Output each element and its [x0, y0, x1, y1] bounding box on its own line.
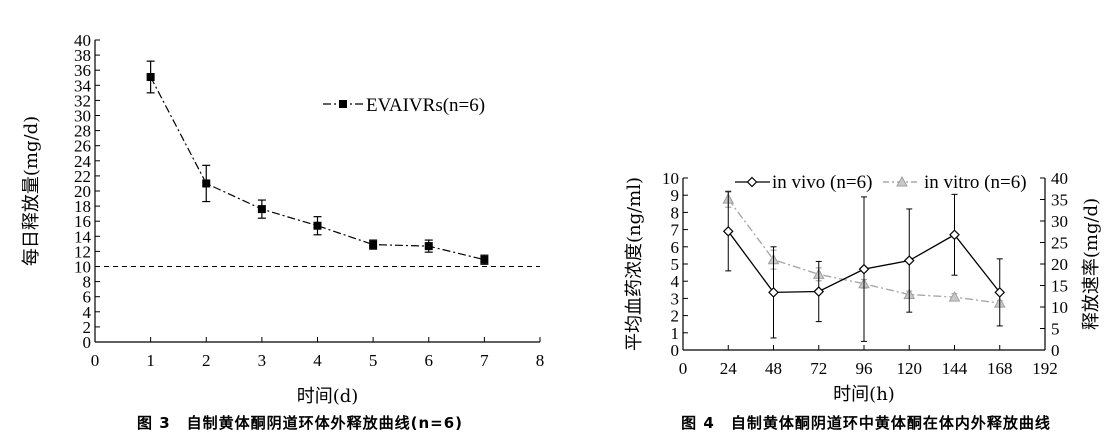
chart1-legend-marker	[339, 100, 347, 108]
chart2-left-tick-label: 0	[671, 341, 680, 360]
chart1-y-tick-label: 30	[74, 107, 91, 126]
chart2-x-tick-label: 24	[720, 359, 738, 378]
chart2-right-tick-label: 15	[1051, 277, 1068, 296]
chart1-y-tick-label: 14	[74, 227, 92, 246]
chart2-legend-in-vivo-label: in vivo (n=6)	[772, 172, 872, 193]
chart1-y-tick-label: 6	[83, 288, 92, 307]
chart2-caption: 图 4 自制黄体酮阴道环中黄体酮在体内外释放曲线	[681, 414, 1051, 432]
chart2-in-vivo-point	[768, 287, 779, 298]
chart2-x-tick-label: 120	[897, 359, 923, 378]
chart2-x-tick-label: 96	[856, 359, 873, 378]
chart1-y-tick-label: 2	[83, 318, 92, 337]
chart2-left-axis-title: 平均血药浓度(ng/ml)	[624, 177, 645, 351]
chart1-caption: 图 3 自制黄体酮阴道环体外释放曲线(n=6)	[137, 414, 463, 432]
chart1-data-point	[257, 205, 266, 214]
chart2-legend-in-vitro-marker	[896, 175, 908, 187]
chart2-x-tick-label: 48	[765, 359, 782, 378]
chart2-left-tick-label: 4	[671, 272, 680, 291]
chart1-y-tick-label: 10	[74, 258, 91, 277]
chart1-y-tick-label: 36	[74, 61, 91, 80]
chart2-in-vivo-point	[903, 255, 915, 266]
chart1-y-tick-label: 32	[74, 91, 91, 110]
chart1-x-tick-label: 0	[91, 351, 100, 370]
chart1-y-tick-label: 8	[83, 273, 92, 292]
chart1-y-tick-label: 20	[74, 182, 91, 201]
chart1-y-tick-label: 38	[74, 46, 91, 65]
chart1-y-tick-label: 0	[83, 333, 92, 352]
chart1-data-point	[480, 255, 489, 264]
chart2-in-vitro-point	[948, 291, 961, 302]
chart2-right-tick-label: 40	[1051, 169, 1068, 188]
chart2-in-vivo-point	[949, 229, 960, 241]
chart2-left-tick-label: 1	[671, 324, 680, 343]
chart2-x-tick-label: 72	[810, 359, 827, 378]
chart1-data-point	[202, 179, 211, 188]
chart2-in-vivo-point	[994, 287, 1006, 298]
chart2-x-tick-label: 144	[942, 359, 968, 378]
chart2-left-tick-label: 5	[671, 255, 680, 274]
chart2-in-vivo-point	[813, 286, 825, 297]
chart1-y-tick-label: 26	[74, 137, 91, 156]
chart1-x-tick-label: 7	[480, 351, 489, 370]
chart1-y-tick-label: 12	[74, 242, 91, 261]
chart1-x-tick-label: 5	[369, 351, 378, 370]
chart1-x-tick-label: 2	[202, 351, 211, 370]
chart2-left-tick-label: 7	[671, 221, 680, 240]
chart1-data-point	[313, 221, 322, 230]
chart2-legend-in-vitro-label: in vitro (n=6)	[924, 172, 1027, 193]
chart2-x-tick-label: 0	[679, 359, 688, 378]
chart2-right-tick-label: 0	[1051, 341, 1060, 360]
chart1-y-tick-label: 24	[74, 152, 92, 171]
chart1-x-tick-label: 6	[425, 351, 434, 370]
chart2-right-axis-title: 释放速率(mg/d)	[1081, 198, 1102, 330]
chart2-in-vivo-point	[858, 263, 870, 275]
chart2-right-tick-label: 30	[1051, 212, 1068, 231]
chart1-data-point	[146, 72, 155, 81]
chart1-y-tick-label: 16	[74, 212, 91, 231]
chart2-right-tick-label: 25	[1051, 234, 1068, 253]
chart2-x-tick-label: 192	[1032, 359, 1058, 378]
chart2-right-tick-label: 20	[1051, 255, 1068, 274]
chart2-left-tick-label: 9	[671, 186, 680, 205]
chart1-x-axis-title: 时间(d)	[297, 386, 359, 407]
chart2-x-tick-label: 168	[987, 359, 1013, 378]
chart2-in-vivo-point	[722, 225, 734, 237]
chart1-y-tick-label: 4	[83, 303, 92, 322]
chart2-left-tick-label: 2	[671, 307, 680, 326]
chart2-right-tick-label: 10	[1051, 298, 1068, 317]
chart1-legend-label: EVAIVRs(n=6)	[366, 95, 485, 116]
chart1-data-point	[369, 240, 378, 249]
chart2-right-tick-label: 5	[1051, 320, 1060, 339]
chart1-x-tick-label: 1	[146, 351, 155, 370]
chart1-y-tick-label: 34	[74, 76, 92, 95]
chart1-y-tick-label: 18	[74, 197, 91, 216]
chart1-y-tick-label: 40	[74, 31, 91, 50]
chart2-right-tick-label: 35	[1051, 191, 1068, 210]
chart1-x-tick-label: 8	[536, 351, 545, 370]
chart2-left-tick-label: 10	[662, 169, 679, 188]
chart2-x-axis-title: 时间(h)	[833, 384, 895, 405]
chart2-left-tick-label: 6	[671, 238, 680, 257]
chart1-y-tick-label: 28	[74, 122, 91, 141]
chart2-left-tick-label: 8	[671, 203, 680, 222]
chart2-left-tick-label: 3	[671, 289, 680, 308]
chart1-data-point	[424, 242, 433, 251]
chart1-y-tick-label: 22	[74, 167, 91, 186]
chart1-y-axis-title: 每日释放量(mg/d)	[21, 116, 42, 266]
chart1-x-tick-label: 3	[258, 351, 267, 370]
chart2-legend-in-vivo-marker	[746, 176, 758, 188]
chart1-x-tick-label: 4	[313, 351, 322, 370]
